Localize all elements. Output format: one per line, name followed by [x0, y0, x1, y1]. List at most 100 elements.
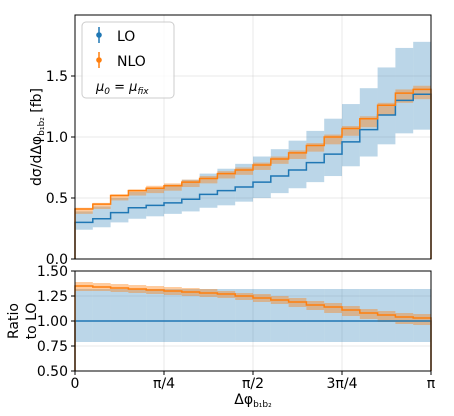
- nlo-band-bin: [199, 176, 218, 184]
- nlo-band-bin: [110, 194, 129, 201]
- lo-band-bin: [306, 130, 325, 183]
- lo-band-bin: [395, 47, 414, 134]
- x-tick-label: π/4: [153, 376, 175, 392]
- ratio-x-ticks: 0 π/4 π/2 3π/4 π: [71, 371, 436, 392]
- nlo-band-bin: [377, 311, 396, 322]
- nlo-band-bin: [164, 183, 182, 191]
- x-tick-label: 3π/4: [327, 376, 358, 392]
- lo-band-bin: [92, 206, 111, 228]
- lo-band-bin: [75, 289, 93, 342]
- lo-step-line: [74, 320, 432, 371]
- nlo-band-bin: [306, 143, 325, 152]
- lo-band-bin: [164, 289, 182, 342]
- legend: LO NLO μ0 = μfix: [81, 21, 175, 99]
- main-y-axis-label: dσ/dΔφb₁b₂ [fb]: [29, 88, 47, 186]
- ratio-y-axis-label-line1: Ratio: [6, 303, 22, 339]
- ratio-lines: [74, 285, 432, 371]
- lo-band-bin: [324, 289, 342, 342]
- nlo-band-bin: [395, 313, 414, 324]
- ratio-panel: 0.500.751.001.251.50 0 π/4 π/2 3π/4 π Ratio …: [6, 264, 436, 410]
- legend-box: [81, 21, 175, 99]
- legend-entry-lo: LO: [96, 27, 135, 45]
- lo-band-bin: [270, 149, 289, 194]
- y-tick-label: 0.0: [46, 252, 68, 268]
- y-tick-label: 1.0: [46, 130, 68, 146]
- lo-band-bin: [110, 198, 129, 223]
- lo-band-bin: [288, 140, 307, 189]
- nlo-band-bin: [324, 303, 342, 313]
- lo-band-bin: [395, 289, 414, 342]
- lo-band-bin: [235, 289, 253, 342]
- nlo-band-bin: [181, 179, 200, 188]
- nlo-band-bin: [128, 189, 147, 196]
- lo-band-bin: [270, 289, 289, 342]
- x-tick-label: π/2: [242, 376, 264, 392]
- y-tick-label: 0.50: [37, 364, 68, 380]
- lo-band-bin: [199, 289, 218, 342]
- lo-band-bin: [413, 41, 431, 130]
- nlo-band-bin: [92, 202, 111, 209]
- lo-band-bin: [288, 289, 307, 342]
- lo-band-bin: [359, 289, 378, 342]
- nlo-band-bin: [253, 162, 271, 170]
- legend-lo-label: LO: [117, 29, 135, 45]
- lo-band-bin: [359, 88, 378, 157]
- nlo-step-line: [74, 285, 432, 371]
- lo-band-bin: [92, 289, 111, 342]
- nlo-band-bin: [413, 85, 431, 100]
- lo-band-bin: [253, 289, 271, 342]
- lo-band-bin: [217, 168, 236, 206]
- x-tick-label: π: [427, 376, 436, 392]
- legend-entry-nlo: NLO: [96, 52, 146, 70]
- ratio-bands: [75, 282, 431, 342]
- lo-step-line: [74, 93, 432, 259]
- lo-band-bin: [413, 289, 431, 342]
- lo-band-bin: [199, 173, 218, 208]
- nlo-band-bin: [270, 156, 289, 164]
- nlo-band-bin: [413, 314, 431, 325]
- main-panel: 0.0 0.5 1.0 1.5 LO NLO μ0 = μfix dσ/dΔφb₁b₂…: [29, 14, 432, 268]
- y-tick-label: 1.5: [46, 69, 68, 85]
- lo-band-bin: [181, 179, 200, 212]
- x-axis-label: Δφb₁b₂: [234, 392, 272, 410]
- main-lines: [74, 88, 432, 259]
- nlo-band-bin: [217, 171, 236, 179]
- nlo-band-bin: [324, 134, 342, 145]
- lo-band-bin: [342, 104, 360, 167]
- lo-band-bin: [306, 289, 325, 342]
- lo-band-bin: [164, 184, 182, 214]
- lo-band-bin: [128, 289, 147, 342]
- legend-nlo-label: NLO: [117, 54, 146, 70]
- nlo-band-bin: [235, 167, 253, 175]
- x-tick-label: 0: [71, 376, 80, 392]
- nlo-band-bin: [342, 306, 360, 316]
- lo-band-bin: [146, 289, 164, 342]
- ratio-y-axis-label-line2: to LO: [24, 303, 40, 340]
- legend-nlo-marker: [96, 57, 102, 63]
- legend-lo-marker: [96, 32, 102, 38]
- lo-band-bin: [342, 289, 360, 342]
- lo-band-bin: [110, 289, 129, 342]
- y-tick-label: 1.50: [37, 264, 68, 280]
- lo-band-bin: [217, 289, 236, 342]
- lo-band-bin: [75, 211, 93, 230]
- lo-band-bin: [253, 156, 271, 198]
- y-tick-label: 0.75: [37, 339, 68, 355]
- y-tick-label: 1.25: [37, 289, 68, 305]
- lo-band-bin: [235, 163, 253, 202]
- nlo-band-bin: [342, 126, 360, 136]
- nlo-band-bin: [288, 150, 307, 159]
- lo-band-bin: [324, 118, 342, 177]
- nlo-band-bin: [146, 185, 164, 194]
- lo-band-bin: [146, 188, 164, 217]
- main-bands: [75, 41, 431, 230]
- y-tick-label: 0.5: [46, 191, 68, 207]
- legend-scale-note: μ0 = μfix: [95, 80, 149, 97]
- nlo-band-bin: [359, 309, 378, 319]
- nlo-step-line: [74, 88, 432, 259]
- nlo-band-bin: [359, 116, 378, 128]
- lo-band-bin: [128, 191, 147, 219]
- y-tick-label: 1.00: [37, 314, 68, 330]
- ratio-y-ticks: 0.50 0.75 1.00 1.25 1.50: [37, 264, 75, 380]
